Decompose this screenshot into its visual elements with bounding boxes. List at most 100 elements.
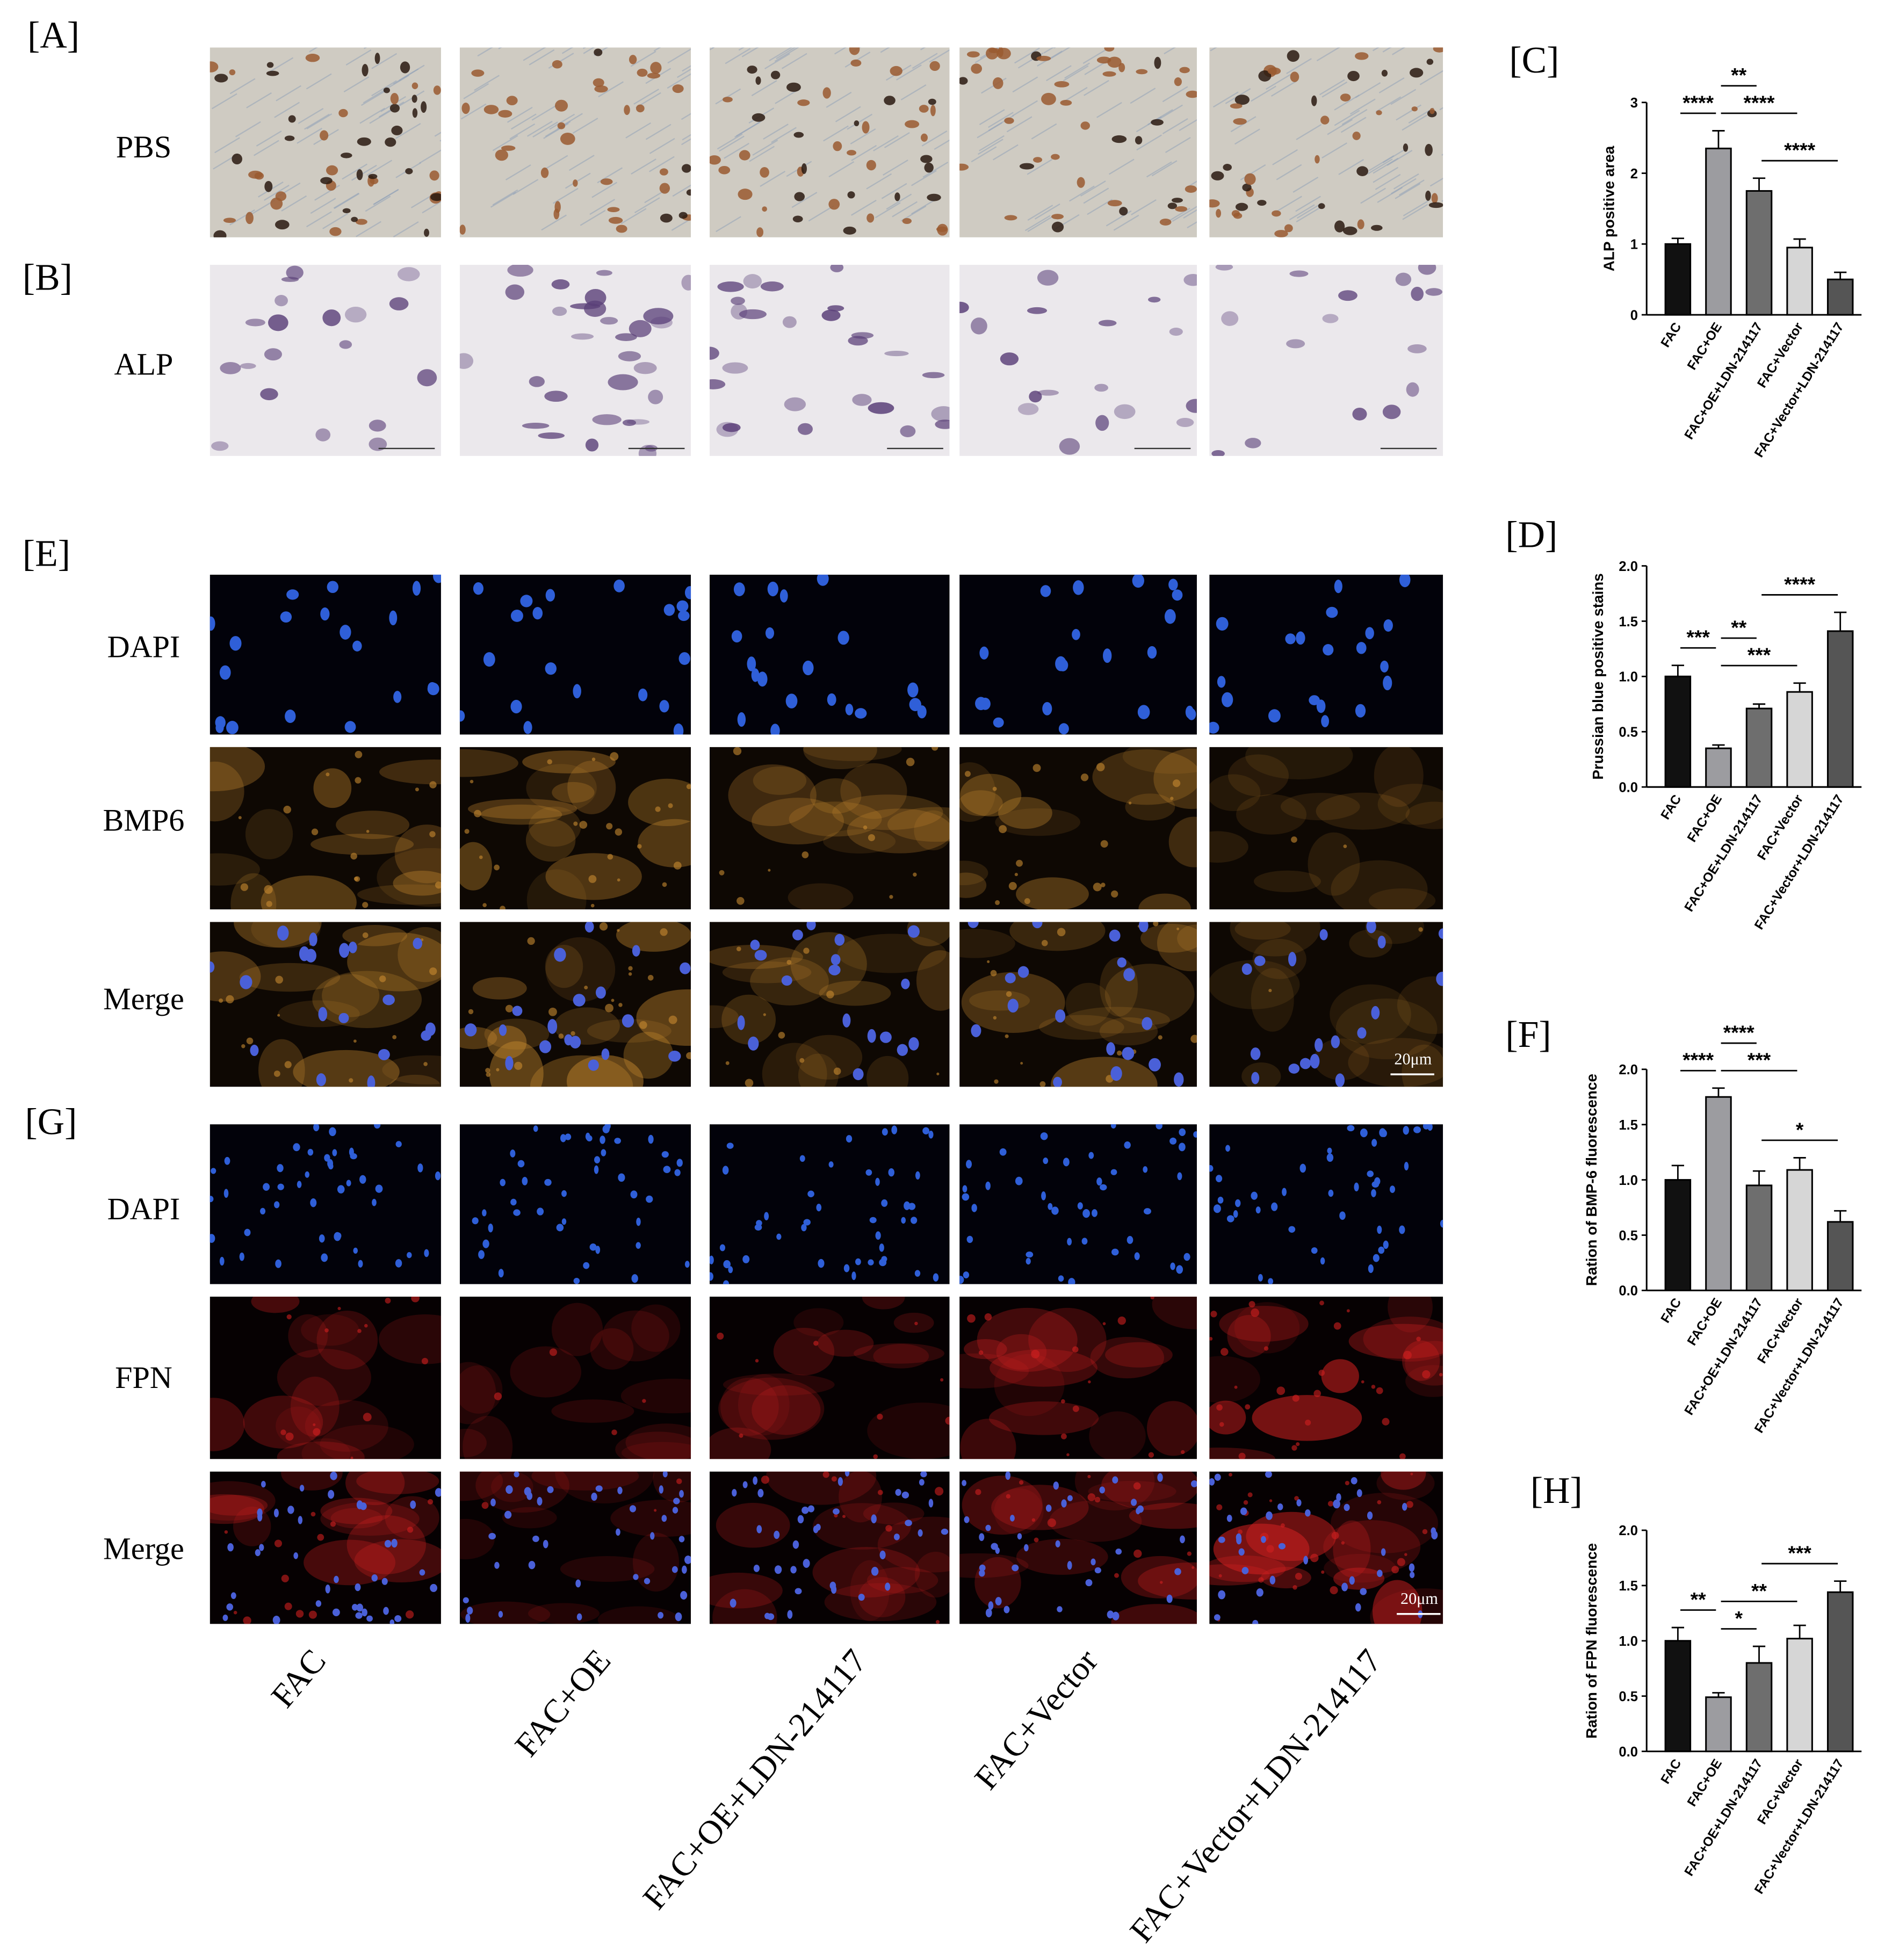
nucleus (875, 1177, 880, 1186)
cell (762, 206, 767, 212)
nucleus (315, 1600, 322, 1607)
nucleus (259, 1544, 264, 1551)
cell (747, 66, 757, 74)
stain (959, 929, 1015, 958)
cell (931, 406, 950, 422)
panel-label: [G] (25, 1102, 77, 1143)
nucleus (510, 1198, 517, 1206)
cell (268, 314, 288, 331)
stain-dot (350, 852, 357, 860)
nucleus (547, 1019, 558, 1034)
nucleus (259, 1207, 266, 1214)
nucleus (1082, 1209, 1090, 1218)
cell (1135, 136, 1143, 144)
nucleus (845, 704, 854, 715)
fiber (1375, 96, 1402, 113)
nucleus (1436, 972, 1443, 986)
fiber (1355, 82, 1381, 98)
fiber (399, 90, 425, 107)
fiber (653, 47, 661, 52)
stain-dot (1100, 883, 1106, 887)
stain-dot (755, 1359, 759, 1363)
fiber (1234, 128, 1260, 145)
stain-dot (1341, 1541, 1345, 1545)
fiber (892, 201, 918, 218)
cell (264, 348, 282, 361)
cell (797, 99, 810, 106)
fiber (306, 73, 332, 90)
stain (959, 762, 995, 822)
stain-dot (1087, 1493, 1096, 1501)
nucleus (1254, 956, 1266, 966)
stain-dot (978, 1350, 984, 1355)
fiber (808, 205, 834, 222)
stain (357, 884, 441, 905)
cell (849, 47, 860, 55)
nucleus (673, 723, 684, 735)
stain (991, 1485, 1089, 1530)
nucleus (328, 1489, 335, 1499)
cell (739, 150, 750, 161)
nucleus (1023, 1544, 1029, 1552)
micrograph-bg (1209, 747, 1443, 910)
fiber (371, 53, 398, 69)
nucleus (594, 1165, 599, 1174)
cell (286, 265, 304, 280)
cell (770, 70, 781, 79)
cell (275, 220, 290, 230)
micrograph-bg (210, 747, 441, 910)
stain-dot (1047, 1518, 1056, 1528)
stain (798, 1053, 839, 1087)
stain (301, 1314, 359, 1346)
micrograph (959, 922, 1197, 1087)
nucleus (298, 1516, 303, 1524)
stain-dot (1093, 883, 1102, 892)
stain (762, 1043, 827, 1087)
stain-dot (842, 1515, 846, 1518)
fiber (1084, 79, 1109, 96)
cell (847, 150, 856, 156)
stain-dot (353, 1039, 357, 1043)
stain (712, 1589, 777, 1624)
stain-dot (1305, 1419, 1311, 1426)
nucleus (1085, 1579, 1093, 1587)
nucleus (1399, 1225, 1405, 1234)
nucleus (1438, 928, 1443, 939)
nucleus (678, 1536, 685, 1543)
stain-dot (366, 829, 370, 833)
stain-dot (931, 747, 938, 751)
nucleus (337, 1185, 345, 1194)
nucleus (918, 1529, 923, 1537)
nucleus (678, 610, 690, 621)
fiber (880, 47, 890, 53)
stain (962, 1476, 1043, 1535)
stain (528, 806, 581, 847)
cell (417, 369, 437, 387)
nucleus (1169, 1137, 1177, 1145)
stain (277, 1441, 365, 1459)
nucleus (391, 1538, 398, 1548)
cell (320, 177, 333, 184)
nucleus (1110, 1169, 1117, 1175)
nucleus (355, 1612, 363, 1619)
nucleus (305, 949, 316, 963)
fiber (1043, 47, 1055, 54)
fiber (873, 135, 899, 151)
cell (374, 53, 380, 64)
nucleus (483, 652, 495, 667)
stain (812, 1547, 920, 1598)
stain (555, 1471, 654, 1503)
stain-dot (219, 998, 223, 1003)
fiber (1399, 179, 1425, 196)
fiber (598, 81, 624, 98)
nucleus (287, 1506, 294, 1514)
fiber (1027, 205, 1053, 221)
stain (1321, 1359, 1359, 1393)
fiber (844, 51, 871, 68)
fiber (1375, 173, 1401, 190)
cell (1209, 199, 1220, 208)
nucleus (1131, 1499, 1137, 1506)
nucleus (1217, 676, 1226, 688)
nucleus (505, 1055, 514, 1071)
micrograph-bg (210, 574, 441, 735)
